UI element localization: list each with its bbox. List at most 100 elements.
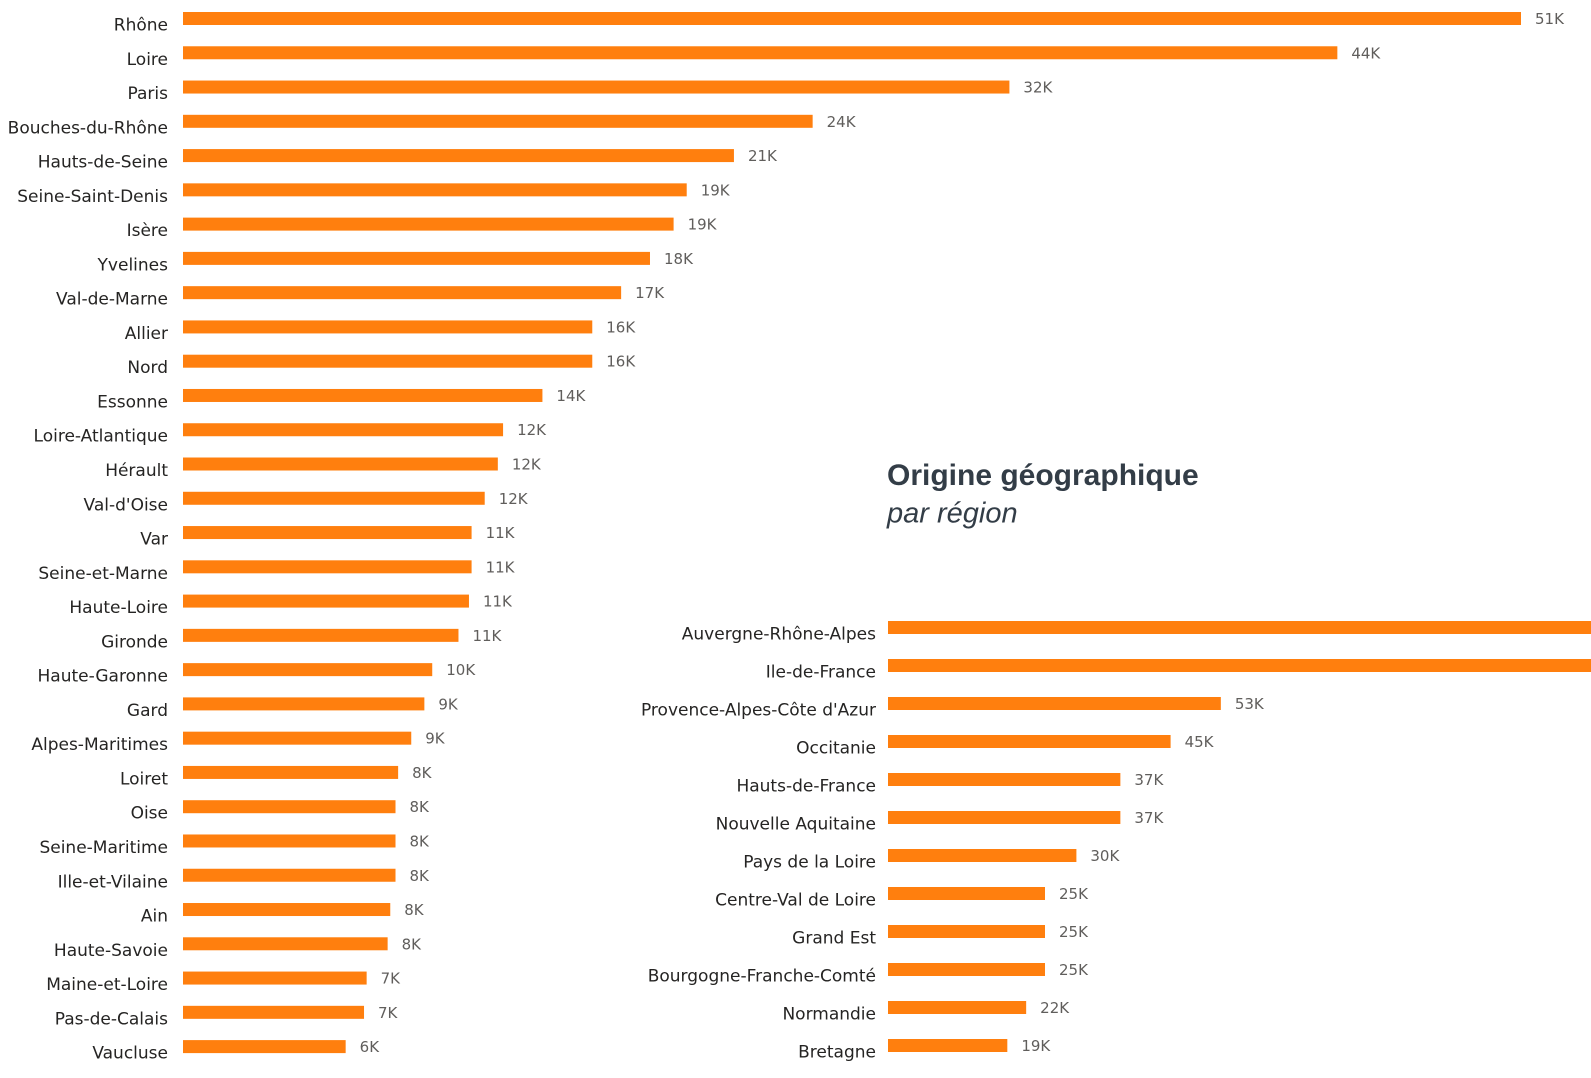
category-label: Hérault — [105, 461, 168, 481]
value-label: 24K — [827, 113, 857, 131]
category-label: Vaucluse — [92, 1044, 168, 1064]
value-label: 8K — [410, 798, 431, 816]
bar — [888, 659, 1591, 672]
category-label: Ain — [141, 907, 168, 927]
category-label: Pas-de-Calais — [55, 1009, 168, 1029]
category-label: Nord — [127, 358, 168, 378]
value-label: 53K — [1235, 695, 1265, 713]
chart-subtitle: par région — [886, 498, 1018, 530]
bar — [183, 663, 433, 677]
value-label: 12K — [517, 421, 547, 439]
category-label: Haute-Savoie — [54, 941, 168, 961]
value-label: 12K — [512, 456, 542, 474]
category-label: Loire-Atlantique — [34, 427, 168, 447]
value-label: 11K — [472, 627, 502, 645]
bar — [183, 286, 622, 300]
bar — [183, 354, 593, 368]
bar — [888, 963, 1045, 976]
bar — [888, 1039, 1008, 1052]
value-label: 8K — [410, 867, 431, 885]
value-label: 9K — [438, 695, 459, 713]
category-label: Pays de la Loire — [743, 853, 876, 873]
category-label: Haute-Garonne — [38, 667, 168, 687]
value-label: 51K — [1535, 10, 1565, 28]
category-label: Var — [140, 530, 168, 550]
value-label: 30K — [1090, 847, 1120, 865]
bar — [183, 149, 734, 163]
bar — [183, 423, 504, 437]
bar — [183, 731, 412, 745]
bar — [183, 388, 543, 402]
value-label: 14K — [556, 387, 586, 405]
category-label: Allier — [125, 324, 168, 344]
category-label: Alpes-Maritimes — [31, 735, 168, 755]
value-label: 37K — [1134, 771, 1164, 789]
value-label: 7K — [381, 970, 402, 988]
category-label: Gironde — [101, 632, 168, 652]
bar — [183, 937, 388, 951]
bar — [183, 491, 485, 505]
category-label: Ille-et-Vilaine — [58, 872, 168, 892]
value-label: 12K — [499, 490, 529, 508]
category-label: Val-d'Oise — [84, 495, 168, 515]
category-label: Essonne — [97, 392, 168, 412]
category-label: Maine-et-Loire — [46, 975, 168, 995]
value-label: 19K — [1021, 1037, 1051, 1055]
bar — [183, 765, 399, 779]
value-label: 17K — [635, 284, 665, 302]
value-label: 8K — [402, 935, 423, 953]
category-label: Hauts-de-Seine — [38, 153, 168, 173]
bar — [183, 868, 396, 882]
bar — [888, 1001, 1027, 1014]
bar — [183, 697, 425, 711]
bar — [183, 1040, 346, 1054]
category-label: Oise — [131, 804, 168, 824]
category-label: Loire — [127, 50, 168, 70]
value-label: 8K — [412, 764, 433, 782]
value-label: 19K — [701, 181, 731, 199]
value-label: 16K — [606, 353, 636, 371]
value-label: 16K — [606, 318, 636, 336]
bar — [183, 251, 650, 265]
category-label: Occitanie — [796, 739, 876, 759]
category-label: Seine-et-Marne — [38, 564, 168, 584]
value-label: 11K — [486, 524, 516, 542]
value-label: 25K — [1059, 961, 1089, 979]
value-label: 9K — [425, 730, 446, 748]
category-label: Bretagne — [798, 1043, 876, 1063]
bar — [183, 114, 813, 128]
bar — [183, 1005, 365, 1019]
bar — [183, 80, 1010, 94]
value-label: 11K — [486, 558, 516, 576]
value-label: 25K — [1059, 885, 1089, 903]
bar — [888, 849, 1077, 862]
category-label: Grand Est — [792, 929, 876, 949]
value-label: 32K — [1023, 79, 1053, 97]
category-label: Normandie — [782, 1005, 876, 1025]
value-label: 21K — [748, 147, 778, 165]
value-label: 18K — [664, 250, 694, 268]
bar — [183, 183, 687, 197]
value-label: 11K — [483, 593, 513, 611]
bar — [183, 12, 1521, 25]
category-label: Isère — [127, 221, 168, 241]
bar — [183, 800, 396, 814]
bar — [183, 526, 472, 540]
category-label: Paris — [128, 84, 169, 104]
category-label: Val-de-Marne — [56, 290, 168, 310]
bar — [888, 697, 1221, 710]
category-label: Auvergne-Rhône-Alpes — [682, 625, 876, 645]
category-label: Centre-Val de Loire — [715, 891, 876, 911]
value-label: 8K — [410, 832, 431, 850]
category-label: Rhône — [114, 16, 168, 36]
category-label: Nouvelle Aquitaine — [716, 815, 876, 835]
bar — [183, 594, 469, 608]
category-label: Seine-Saint-Denis — [17, 187, 168, 207]
bar — [888, 773, 1121, 786]
category-label: Hauts-de-France — [736, 777, 876, 797]
value-label: 37K — [1134, 809, 1164, 827]
chart-title: Origine géographique — [887, 459, 1199, 492]
category-label: Bouches-du-Rhône — [8, 118, 168, 138]
bar — [183, 217, 674, 231]
